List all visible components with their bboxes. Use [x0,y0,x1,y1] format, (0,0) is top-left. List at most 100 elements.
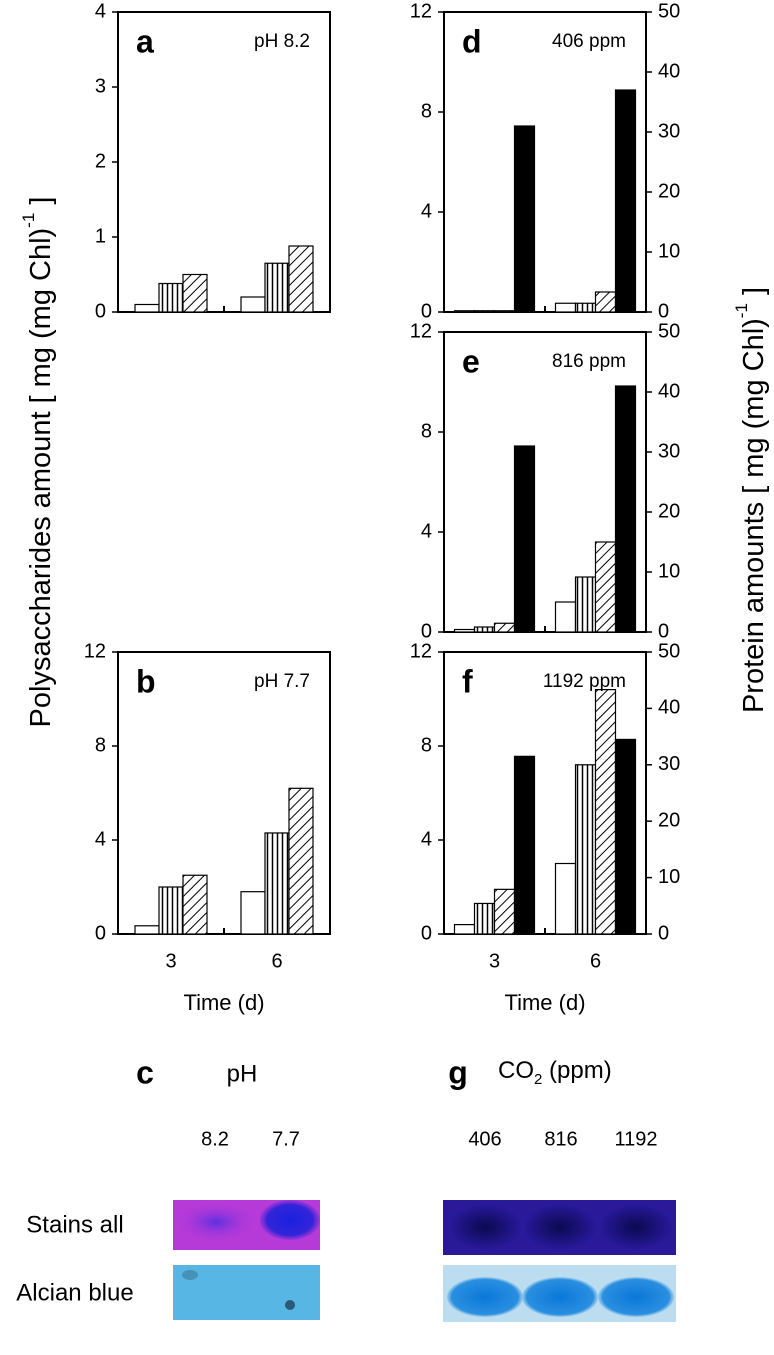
y2-axis-label: Protein amounts [ mg (mg Chl)-1 ] [732,287,769,713]
y-tick-label: 2 [95,150,106,172]
bar [134,303,160,313]
y-tick-label: 1 [95,225,106,247]
label-part: ] [25,197,57,213]
y2-tick-label: 20 [658,500,680,522]
y-tick-label: 8 [421,100,432,122]
title-sub: 2 [534,1071,542,1088]
gel-title: pH [227,1060,258,1087]
bar [614,385,637,633]
row-label: Alcian blue [16,1279,133,1306]
bar [182,273,208,313]
label-sup: -1 [19,213,38,228]
y2-tick-label: 20 [658,809,680,831]
row-label: Stains all [26,1211,123,1238]
y2-tick-label: 10 [658,866,680,888]
bar [473,902,496,935]
bar [453,923,476,935]
bar [493,888,516,935]
bar [554,601,577,633]
y-tick-label: 4 [95,0,106,22]
y-tick-label: 0 [421,922,432,944]
lane-label: 1192 [614,1128,657,1150]
panel-letter: d [462,23,482,59]
bar [493,310,516,313]
y-tick-label: 8 [421,734,432,756]
gel-image [173,1200,320,1320]
y-tick-label: 4 [95,828,106,850]
bar [574,764,597,935]
y2-tick-label: 50 [658,320,680,342]
x-tick-label: 3 [489,950,500,972]
y2-tick-label: 40 [658,697,680,719]
gel-title: CO2 (ppm) [498,1057,612,1088]
y2-tick-label: 20 [658,180,680,202]
y-tick-label: 12 [410,640,432,662]
label-part: ] [738,287,770,303]
bar [614,89,637,313]
x-tick-label: 6 [271,950,282,972]
panel-letter: c [136,1054,154,1090]
bar [594,688,617,935]
label-part: Protein amounts [ mg (mg Chl) [738,318,770,713]
y2-tick-label: 10 [658,240,680,262]
bar [574,302,597,313]
panel-letter: e [462,343,480,379]
bar [240,891,266,935]
annotation: 1192 ppm [543,671,626,692]
y2-tick-label: 0 [658,620,669,642]
label-part: Polysaccharides amount [ mg (mg Chl) [25,228,57,728]
bar [473,310,496,313]
bar [240,296,266,313]
y2-tick-label: 40 [658,60,680,82]
y-tick-label: 4 [421,828,432,850]
y-tick-label: 4 [421,520,432,542]
x-axis-label: Time (d) [504,990,585,1015]
y-tick-label: 3 [95,75,106,97]
bar [158,886,184,935]
y2-tick-label: 30 [658,120,680,142]
lane-label: 8.2 [201,1128,229,1150]
bar [288,245,314,313]
title-part: CO [498,1057,534,1084]
bar [453,310,476,313]
bar [288,787,314,935]
y2-tick-label: 10 [658,560,680,582]
bar [594,541,617,633]
y-tick-label: 12 [84,640,106,662]
y-tick-label: 0 [95,922,106,944]
title-part: (ppm) [542,1057,611,1084]
bar [453,628,476,633]
label-sup: -1 [732,303,751,318]
lane-label: 7.7 [272,1128,300,1150]
bar [134,925,160,935]
bar [493,622,516,633]
annotation: 816 ppm [552,351,626,372]
y-tick-label: 8 [421,420,432,442]
bar [182,874,208,935]
y-tick-label: 8 [95,734,106,756]
x-tick-label: 3 [165,950,176,972]
bar [264,832,290,935]
y-tick-label: 4 [421,200,432,222]
y-tick-label: 12 [410,0,432,22]
y-tick-label: 0 [95,300,106,322]
x-axis-label: Time (d) [183,990,264,1015]
y2-tick-label: 50 [658,0,680,22]
bar [513,755,536,935]
annotation: 406 ppm [552,31,626,52]
bar [513,445,536,633]
bar [574,576,597,633]
y2-tick-label: 30 [658,440,680,462]
annotation: pH 7.7 [254,671,310,692]
bar [264,262,290,313]
y-tick-label: 0 [421,300,432,322]
bar [554,302,577,313]
bar [554,862,577,935]
panel-letter: b [136,663,156,699]
bar [614,738,637,935]
lane-label: 406 [468,1128,501,1150]
bar [594,291,617,313]
y-axis-label: Polysaccharides amount [ mg (mg Chl)-1 ] [19,197,56,728]
y-tick-label: 0 [421,620,432,642]
bar [158,282,184,313]
